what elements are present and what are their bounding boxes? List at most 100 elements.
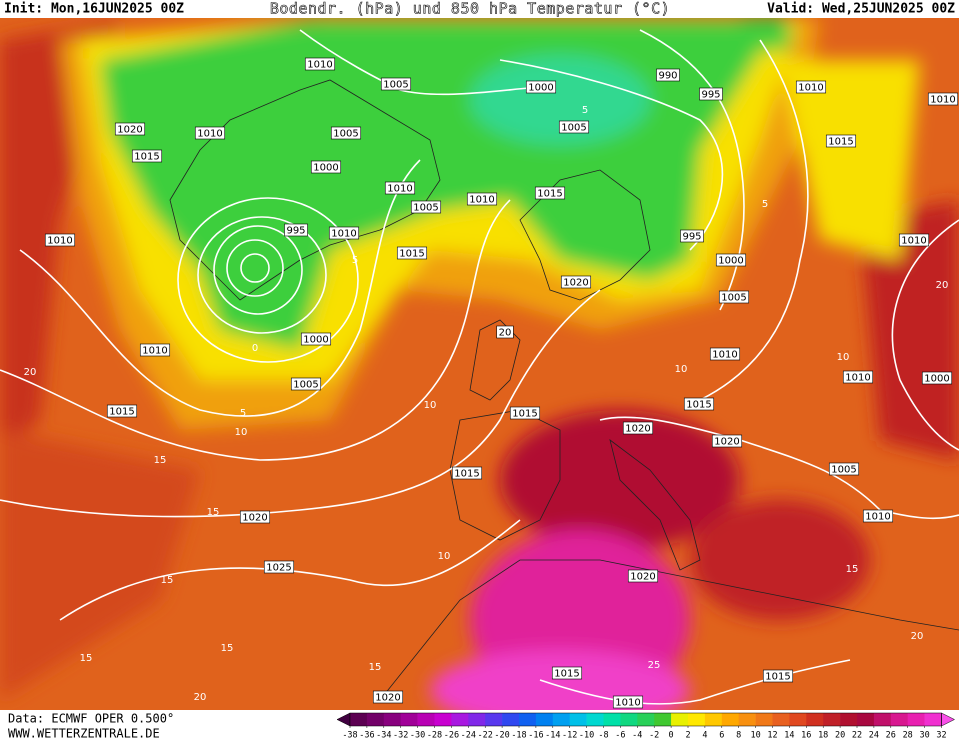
colorbar-tick-label: 26 <box>886 731 896 741</box>
isobar-label-box <box>139 343 171 357</box>
isobar-label-box <box>842 370 874 384</box>
isobar-label-text: 1015 <box>109 407 134 418</box>
colorbar-bin <box>873 713 892 726</box>
colorbar-bin <box>806 713 824 726</box>
isobar-label-text: 1005 <box>561 123 586 134</box>
isobar-label-text: 1020 <box>625 424 650 435</box>
colorbar-tick-label: -26 <box>444 731 459 741</box>
isobar-label: 20 <box>496 325 514 339</box>
isobar-label-box <box>194 126 226 140</box>
isobar-label-box <box>825 134 857 148</box>
isobar-label: 1010 <box>194 126 226 140</box>
temperature-label: 20 <box>24 367 37 378</box>
isobar-label-text: 1005 <box>831 465 856 476</box>
colorbar-tick-label: 22 <box>852 731 862 741</box>
colorbar-bin <box>907 713 925 726</box>
isobar-label-text: 1020 <box>242 513 267 524</box>
isobar-label: 1010 <box>709 347 741 361</box>
colorbar-bin <box>772 713 790 726</box>
colorbar-bin <box>485 713 503 726</box>
isobar-label: 995 <box>699 87 723 101</box>
colorbar-tick-label: -12 <box>562 731 577 741</box>
colorbar-tick-label: -4 <box>632 731 642 741</box>
isobar-label: 1010 <box>139 343 171 357</box>
isobar-label-text: 1010 <box>865 512 890 523</box>
isobar-label-box <box>534 186 566 200</box>
colorbar-frame <box>349 712 942 727</box>
isobar-label-box <box>290 377 322 391</box>
isobar-label: 1025 <box>263 560 295 574</box>
colorbar-bin <box>721 713 739 726</box>
colorbar-tick-label: 18 <box>818 731 828 741</box>
colorbar-tick-label: 8 <box>736 731 741 741</box>
isobar-label: 1015 <box>683 397 715 411</box>
isobar-label-box <box>709 347 741 361</box>
isobar-label: 1000 <box>310 160 342 174</box>
isobar-label: 1005 <box>410 200 442 214</box>
colorbar-bin <box>620 713 638 726</box>
isobar-label: 995 <box>680 229 704 243</box>
colorbar-tick-label: -2 <box>649 731 659 741</box>
isobar-label: 1020 <box>239 510 271 524</box>
colorbar-tick-label: 12 <box>767 731 777 741</box>
temperature-label: 20 <box>936 280 949 291</box>
isobar-label-text: 1005 <box>383 80 408 91</box>
isobar-label-box <box>927 92 959 106</box>
colorbar-tick-label: -6 <box>615 731 625 741</box>
isobar-label-text: 1015 <box>399 249 424 260</box>
isobar-label-box <box>627 569 659 583</box>
isobar-label: 1010 <box>842 370 874 384</box>
isobar-label-text: 1020 <box>117 125 142 136</box>
isobar-label-text: 1005 <box>293 380 318 391</box>
isobar-label-box <box>263 560 295 574</box>
colorbar-tick-label: -30 <box>410 731 425 741</box>
colorbar-bin <box>738 713 756 726</box>
isobar-label-text: 995 <box>286 226 305 237</box>
colorbar-bin <box>823 713 841 726</box>
isobar-label-text: 1010 <box>331 229 356 240</box>
isobar-label-box <box>106 404 138 418</box>
isobar-label: 1015 <box>396 246 428 260</box>
colorbar-bin <box>857 713 875 726</box>
isobar-label: 1015 <box>106 404 138 418</box>
colorbar-tick-label: 14 <box>784 731 794 741</box>
isobar-label-text: 1010 <box>798 83 823 94</box>
isobar-label-box <box>862 509 894 523</box>
temperature-label: 15 <box>80 653 93 664</box>
isobar-label-box <box>762 669 794 683</box>
colorbar-bin <box>924 713 942 726</box>
colorbar-tick-label: 32 <box>936 731 946 741</box>
isobar-label-box <box>525 80 557 94</box>
isobar-label-text: 1000 <box>924 374 949 385</box>
isobar-label-box <box>284 223 308 237</box>
isobar-label-text: 1010 <box>615 698 640 709</box>
isobar-label-text: 1015 <box>512 409 537 420</box>
isobar-label: 1005 <box>558 120 590 134</box>
init-time: Init: Mon,16JUN2025 00Z <box>4 2 184 17</box>
colorbar-bin <box>569 713 587 726</box>
isobar-label: 1015 <box>131 149 163 163</box>
data-source: Data: ECMWF OPER 0.500° <box>8 712 174 726</box>
colorbar-bin <box>366 713 385 726</box>
temperature-label: 10 <box>837 352 850 363</box>
isobar-label-box <box>715 253 747 267</box>
isobar-label-box <box>328 226 360 240</box>
colorbar-tick-label: -10 <box>579 731 594 741</box>
isobar-label-text: 1010 <box>307 60 332 71</box>
colorbar-bin <box>502 713 520 726</box>
isobar-label: 990 <box>656 68 680 82</box>
isobar-label: 1020 <box>560 275 592 289</box>
isobar-label-text: 1020 <box>714 437 739 448</box>
isobar-label: 1020 <box>622 421 654 435</box>
isobar-label-box <box>466 192 498 206</box>
temperature-label: 10 <box>675 364 688 375</box>
colorbar-tick-label: 6 <box>719 731 724 741</box>
isobar-label: 1015 <box>451 466 483 480</box>
isobar-label-text: 1020 <box>630 572 655 583</box>
colorbar-bin <box>654 713 672 726</box>
colorbar-tick-label: -18 <box>511 731 526 741</box>
colorbar-bin <box>468 713 486 726</box>
isobar-label-text: 1015 <box>454 469 479 480</box>
